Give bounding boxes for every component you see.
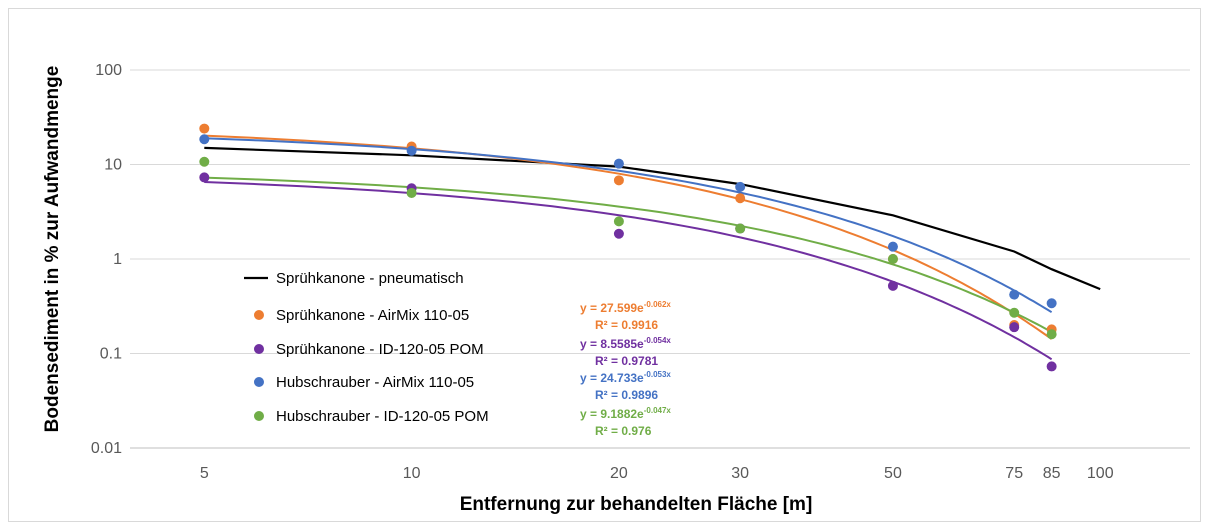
tick-labels: 0.01 0.1 1 10 100 5 10 20 30 50 75 85 100 bbox=[91, 62, 1114, 482]
data-point-2 bbox=[887, 280, 898, 291]
legend-marker bbox=[254, 377, 264, 387]
data-point-4 bbox=[1009, 307, 1020, 318]
x-tick-label: 85 bbox=[1043, 465, 1061, 482]
data-point-3 bbox=[613, 158, 624, 169]
legend: Sprühkanone - pneumatisch Sprühkanone - A… bbox=[244, 270, 489, 425]
trendline-4 bbox=[204, 176, 1053, 333]
legend-label: Sprühkanone - ID-120-05 POM bbox=[276, 341, 484, 358]
legend-marker bbox=[254, 411, 264, 421]
trend-r2: R² = 0.9916 bbox=[595, 318, 658, 332]
x-tick-label: 10 bbox=[403, 465, 421, 482]
legend-label: Sprühkanone - AirMix 110-05 bbox=[276, 307, 469, 324]
x-tick-label: 20 bbox=[610, 465, 628, 482]
y-tick-label: 1 bbox=[113, 251, 122, 268]
x-tick-label: 75 bbox=[1005, 465, 1023, 482]
chart-frame bbox=[8, 8, 1201, 522]
data-point-3 bbox=[1009, 289, 1020, 300]
data-points bbox=[199, 123, 1057, 372]
x-tick-label: 30 bbox=[731, 465, 749, 482]
data-point-3 bbox=[887, 241, 898, 252]
data-point-4 bbox=[406, 187, 417, 198]
data-point-4 bbox=[1046, 329, 1057, 340]
data-point-1 bbox=[735, 193, 746, 204]
data-point-1 bbox=[613, 175, 624, 186]
data-point-3 bbox=[735, 181, 746, 192]
data-point-1 bbox=[199, 123, 210, 134]
trend-equations: y = 27.599e-0.062x R² = 0.9916 y = 8.5585e… bbox=[580, 300, 671, 438]
legend-label: Hubschrauber - AirMix 110-05 bbox=[276, 374, 474, 391]
gridlines bbox=[130, 69, 1190, 449]
trend-equation: y = 8.5585e-0.054x bbox=[580, 336, 671, 351]
data-point-4 bbox=[887, 254, 898, 264]
trendline-2 bbox=[204, 181, 1053, 361]
legend-label: Hubschrauber - ID-120-05 POM bbox=[276, 408, 489, 425]
legend-label: Sprühkanone - pneumatisch bbox=[276, 270, 464, 287]
data-point-3 bbox=[406, 145, 417, 156]
trendlines bbox=[204, 134, 1101, 361]
series-line-0 bbox=[204, 146, 1101, 291]
legend-marker bbox=[254, 344, 264, 354]
data-point-2 bbox=[1046, 361, 1057, 372]
data-point-2 bbox=[199, 172, 210, 183]
data-point-3 bbox=[1046, 298, 1057, 309]
trend-r2: R² = 0.9781 bbox=[595, 354, 658, 368]
y-axis-title: Bodensediment in % zur Aufwandmenge bbox=[42, 66, 63, 433]
x-tick-label: 50 bbox=[884, 465, 902, 482]
x-tick-label: 100 bbox=[1087, 465, 1114, 482]
y-tick-label: 10 bbox=[104, 157, 122, 174]
data-point-4 bbox=[735, 223, 746, 234]
trend-equation: y = 27.599e-0.062x bbox=[580, 300, 671, 315]
data-point-2 bbox=[1009, 322, 1020, 333]
trendline-3 bbox=[204, 137, 1053, 314]
y-tick-label: 0.01 bbox=[91, 440, 122, 457]
trend-equation: y = 24.733e-0.053x bbox=[580, 370, 671, 385]
data-point-2 bbox=[613, 228, 624, 239]
legend-marker bbox=[254, 310, 264, 320]
data-point-4 bbox=[199, 156, 210, 167]
trend-r2: R² = 0.9896 bbox=[595, 388, 658, 402]
x-axis-title: Entfernung zur behandelten Fläche [m] bbox=[460, 494, 813, 515]
trend-r2: R² = 0.976 bbox=[595, 424, 652, 438]
data-point-4 bbox=[613, 216, 624, 227]
y-tick-label: 0.1 bbox=[100, 346, 122, 363]
y-tick-label: 100 bbox=[95, 62, 122, 79]
x-tick-label: 5 bbox=[200, 465, 209, 482]
trend-equation: y = 9.1882e-0.047x bbox=[580, 406, 671, 421]
data-point-3 bbox=[199, 134, 210, 145]
